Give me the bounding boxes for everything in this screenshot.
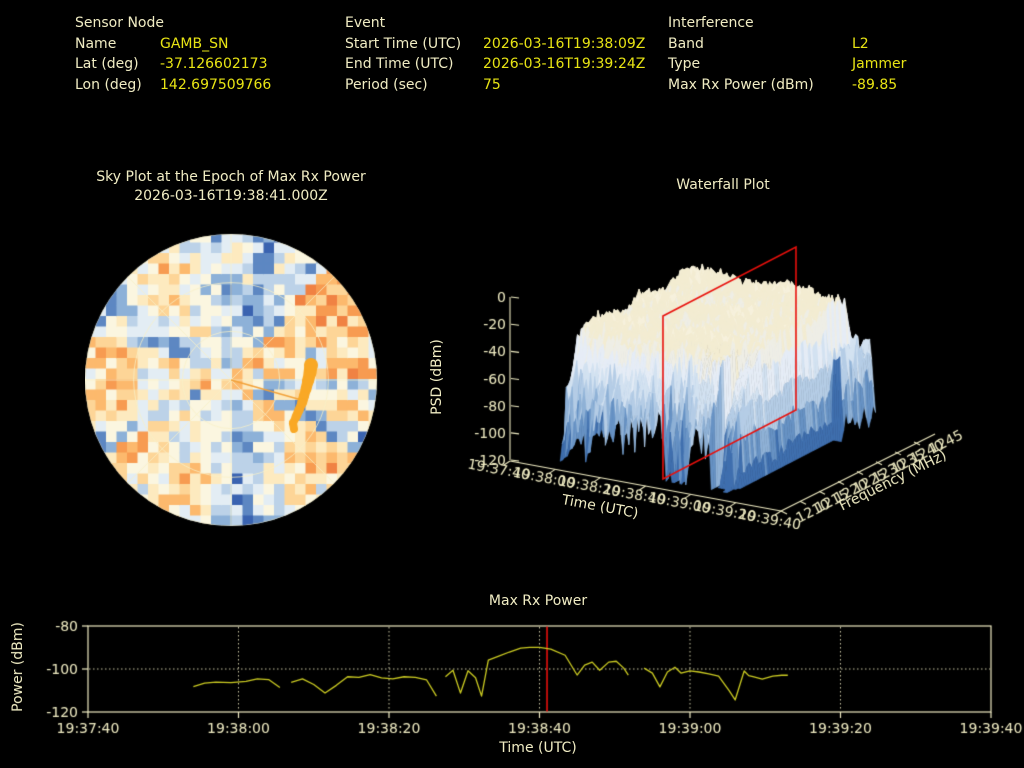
info-row: Start Time (UTC) 2026-03-16T19:38:09Z <box>345 34 645 55</box>
panel-title: Event <box>345 15 386 31</box>
info-label: Start Time (UTC) <box>345 35 462 52</box>
info-value: 75 <box>483 76 501 93</box>
info-label: Band <box>668 35 704 52</box>
waterfall-title-text: Waterfall Plot <box>676 177 770 193</box>
info-label: End Time (UTC) <box>345 56 454 72</box>
panel-title: Sensor Node <box>75 15 164 31</box>
info-label: Name <box>75 35 117 52</box>
panel-title: Interference <box>668 15 754 31</box>
max-rx-power-canvas <box>0 585 1024 755</box>
info-label: Period (sec) <box>345 76 428 93</box>
info-value: L2 <box>852 35 869 52</box>
power-axis-label: Power (dBm) <box>10 622 26 712</box>
info-label: Type <box>668 56 701 72</box>
info-value: GAMB_SN <box>160 35 229 52</box>
info-row: Name GAMB_SN <box>75 34 228 55</box>
psd-axis-label: PSD (dBm) <box>429 339 445 415</box>
waterfall-title: Waterfall Plot <box>676 177 817 201</box>
waterfall-plot-canvas <box>420 235 1024 550</box>
info-row: Type Jammer <box>668 54 906 75</box>
info-value: 142.697509766 <box>160 76 272 93</box>
info-value: 2026-03-16T19:38:09Z <box>483 35 646 52</box>
info-label: Max Rx Power (dBm) <box>668 76 814 93</box>
info-row: Lat (deg) -37.126602173 <box>75 54 267 75</box>
info-value: -89.85 <box>852 76 898 93</box>
sky-plot-canvas <box>85 232 381 532</box>
info-row: Lon (deg) 142.697509766 <box>75 75 271 96</box>
info-row: Band L2 <box>668 34 869 55</box>
info-value: -37.126602173 <box>160 56 268 72</box>
sky-plot-subtitle: 2026-03-16T19:38:41.000Z <box>134 188 328 204</box>
sky-plot-title: Sky Plot at the Epoch of Max Rx Power <box>96 169 366 185</box>
info-label: Lon (deg) <box>75 76 142 93</box>
info-row: End Time (UTC) 2026-03-16T19:39:24Z <box>345 54 645 75</box>
info-label: Lat (deg) <box>75 56 139 72</box>
time-axis-label: Time (UTC) <box>499 740 577 756</box>
info-row: Period (sec) 75 <box>345 75 501 96</box>
info-row: Max Rx Power (dBm) -89.85 <box>668 75 897 96</box>
info-value: Jammer <box>852 56 907 72</box>
sensor-node-panel: Sensor Node Name GAMB_SN Lat (deg) -37.1… <box>75 13 271 96</box>
interference-panel: Interference Band L2 Type Jammer Max Rx … <box>668 13 906 96</box>
event-panel: Event Start Time (UTC) 2026-03-16T19:38:… <box>345 13 645 96</box>
info-value: 2026-03-16T19:39:24Z <box>483 56 646 72</box>
